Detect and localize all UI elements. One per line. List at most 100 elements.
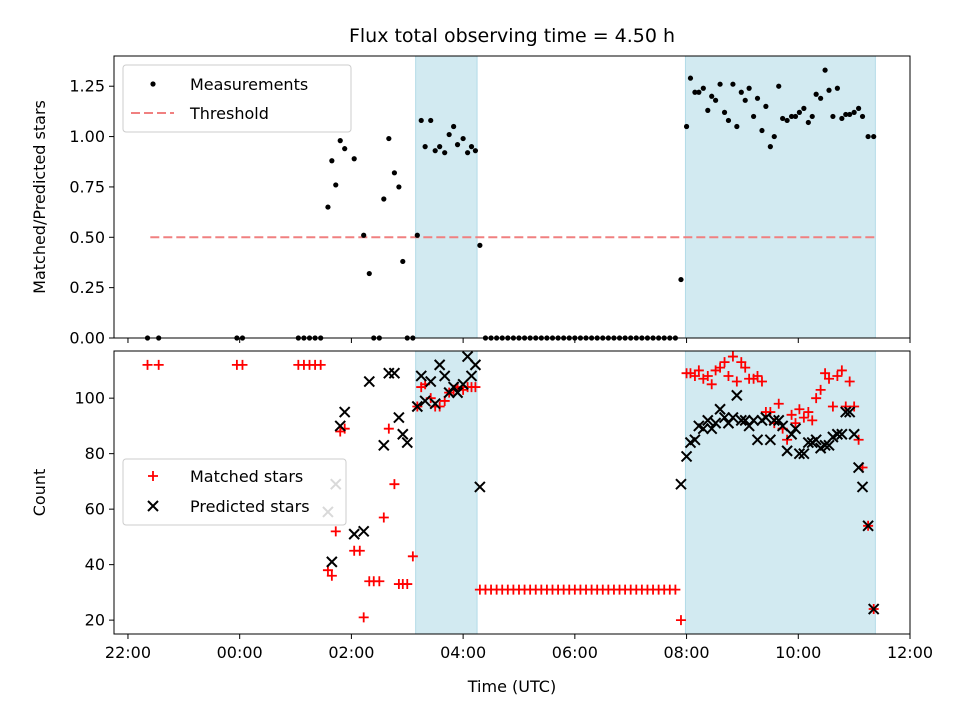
predicted-star-point (675, 478, 687, 490)
matched-star-point (798, 412, 809, 423)
measurement-point (428, 117, 434, 124)
predicted-star-point (785, 428, 798, 440)
measurement-point (446, 131, 452, 138)
top-legend-box (122, 64, 352, 133)
bottom-y-tick-label: 40 (85, 555, 105, 574)
predicted-star-point (739, 414, 751, 427)
predicted-star-point (773, 414, 785, 427)
predicted-star-point (433, 359, 446, 371)
measurement-point (713, 97, 719, 103)
measurement-point (477, 242, 483, 248)
matched-star-point (773, 398, 784, 409)
predicted-star-point (840, 406, 852, 418)
chart-title: Flux total observing time = 4.50 h (349, 25, 675, 47)
predicted-star-point (751, 434, 764, 446)
predicted-star-point (438, 370, 451, 382)
measurement-point (734, 123, 740, 130)
matched-star-point (832, 370, 843, 381)
matched-star-point (315, 359, 326, 370)
predicted-star-point (709, 417, 722, 429)
measurement-point (746, 85, 752, 91)
predicted-star-point (764, 434, 777, 446)
matched-star-point (470, 382, 481, 393)
matched-star-point (853, 434, 864, 445)
matched-star-point (715, 362, 726, 373)
matched-star-point (727, 351, 738, 362)
predicted-star-point (735, 414, 748, 427)
top-y-axis-label: Matched/Predicted stars (30, 100, 49, 294)
measurement-point (792, 113, 799, 120)
matched-star-point (374, 576, 385, 587)
predicted-star-point (793, 447, 806, 460)
matched-star-point (827, 401, 838, 412)
bottom-legend-box (122, 458, 347, 526)
measurement-point (796, 109, 802, 115)
predicted-star-point (776, 420, 789, 432)
predicted-star-point (469, 359, 482, 371)
measurement-point (742, 97, 748, 103)
predicted-star-point (810, 434, 822, 446)
matched-star-point (836, 365, 847, 376)
predicted-star-point (714, 403, 726, 415)
measurement-point (822, 67, 828, 73)
predicted-star-point (768, 414, 780, 427)
measurement-point (763, 103, 769, 109)
predicted-star-point (760, 411, 772, 424)
predicted-star-point (363, 375, 375, 388)
matched-star-point (820, 368, 831, 379)
predicted-star-point (378, 439, 390, 452)
predicted-star-point (705, 422, 718, 435)
x-tick-label: 06:00 (552, 643, 598, 662)
measurement-point (386, 135, 392, 142)
measurement-point (451, 123, 457, 130)
measurement-point (683, 123, 690, 130)
predicted-star-point (843, 406, 856, 418)
matched-star-point (389, 479, 400, 490)
measurement-point (442, 150, 448, 156)
measurement-point (847, 111, 853, 118)
matched-star-point (807, 415, 818, 426)
measurement-point (788, 113, 795, 120)
predicted-star-point (697, 422, 710, 435)
predicted-star-point (798, 447, 810, 460)
x-tick-label: 02:00 (328, 643, 374, 662)
measurement-point (801, 105, 807, 111)
predicted-star-point (823, 439, 835, 452)
measurement-point (396, 184, 402, 190)
measurement-point (843, 111, 849, 118)
predicted-star-point (747, 414, 760, 427)
matched-star-point (844, 376, 855, 387)
predicted-star-point (731, 389, 743, 402)
measurement-point (422, 144, 428, 150)
predicted-star-point (836, 428, 848, 440)
measurement-point (738, 89, 744, 95)
matched-star-point (358, 612, 369, 623)
measurement-point (767, 144, 773, 150)
measurement-point (759, 127, 765, 134)
measurement-point (776, 83, 782, 89)
measurement-point (696, 89, 702, 95)
bottom-panel: 22:00 00:00 02:00 04:00 06:00 08:00 10:00 12:00… (30, 350, 933, 662)
matched-star-point (153, 359, 164, 370)
measurement-point (730, 81, 736, 87)
matched-star-point (402, 579, 413, 590)
predicted-star-point (401, 436, 413, 449)
measurement-point (754, 95, 761, 101)
legend-measurement-marker (150, 81, 156, 87)
legend-measurements-label: Measurements (190, 75, 308, 94)
x-tick-label: 10:00 (775, 643, 821, 662)
legend-predicted-label: Predicted stars (190, 497, 310, 516)
measurement-point (333, 182, 339, 188)
predicted-star-point (451, 386, 464, 399)
measurement-point (721, 109, 728, 115)
measurement-point (805, 119, 811, 126)
predicted-star-point (848, 428, 860, 440)
legend-predicted-marker (147, 500, 159, 512)
matched-star-point (731, 376, 742, 387)
measurement-point (678, 276, 684, 283)
matched-star-point (811, 393, 822, 404)
matched-star-point (326, 570, 337, 581)
predicted-star-point (852, 461, 865, 474)
measurement-point (834, 85, 840, 91)
measurement-point (437, 144, 443, 150)
